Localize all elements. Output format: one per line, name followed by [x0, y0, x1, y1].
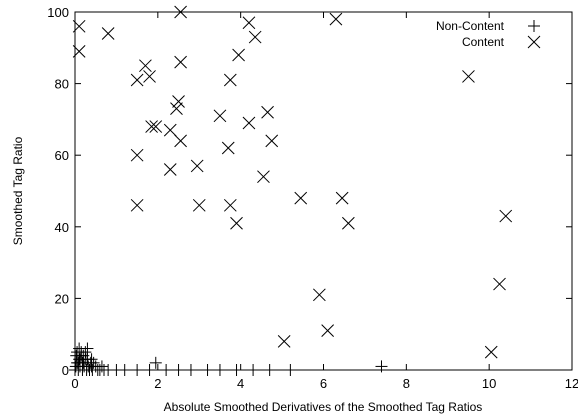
- data-point-non-content: [201, 364, 214, 376]
- data-point-non-content: [213, 364, 226, 376]
- data-point-non-content: [70, 349, 83, 362]
- plot-area-frame: [74, 11, 573, 371]
- y-tick-label: 20: [55, 291, 69, 306]
- data-point-content: [232, 48, 245, 62]
- data-point-non-content: [143, 364, 156, 376]
- data-point-content: [221, 141, 235, 155]
- data-point-content: [172, 95, 185, 108]
- data-point-content: [321, 324, 334, 337]
- legend-label-non-content: Non-Content: [436, 19, 505, 33]
- legend-cross-marker: [527, 35, 541, 49]
- data-point-content: [143, 70, 156, 83]
- data-point-content: [192, 198, 206, 212]
- legend-marker-non-content: [528, 20, 540, 32]
- data-point-content: [145, 120, 158, 133]
- y-tick-label: 40: [55, 220, 69, 235]
- data-point-content: [294, 191, 308, 205]
- data-point-non-content: [149, 356, 162, 369]
- y-tick-label: 100: [47, 5, 69, 20]
- data-point-content: [230, 216, 243, 230]
- y-axis-title: Smoothed Tag Ratio: [11, 136, 25, 245]
- data-point-content: [462, 70, 475, 83]
- x-tick-label: 2: [154, 376, 161, 391]
- x-tick-label: 4: [237, 376, 244, 391]
- data-point-content: [130, 73, 144, 87]
- data-point-content: [329, 12, 343, 26]
- data-point-content: [242, 116, 256, 130]
- legend-marker-content: [527, 35, 541, 49]
- axis-tick-labels: 0 2 4 6 8 10 12 0 20 40 60 80 100: [47, 5, 578, 391]
- data-point-content: [242, 16, 256, 30]
- data-point-content: [130, 148, 144, 162]
- data-point-non-content: [79, 353, 92, 366]
- data-point-content: [493, 277, 506, 291]
- data-points: [69, 5, 513, 376]
- data-point-non-content: [247, 364, 260, 376]
- x-axis-title: Absolute Smoothed Derivatives of the Smo…: [164, 400, 483, 414]
- data-point-non-content: [284, 364, 297, 376]
- data-point-content: [335, 191, 349, 205]
- data-point-content: [101, 27, 115, 40]
- data-point-content: [248, 30, 262, 44]
- data-point-content: [149, 120, 163, 133]
- data-point-non-content: [230, 364, 243, 376]
- data-point-non-content: [81, 342, 94, 355]
- data-point-content: [257, 170, 270, 184]
- data-point-non-content: [375, 360, 388, 373]
- data-point-content: [213, 109, 227, 123]
- data-point-content: [265, 134, 279, 148]
- legend-plus-marker: [528, 20, 540, 32]
- data-point-content: [223, 198, 237, 212]
- data-point-non-content: [263, 364, 276, 376]
- data-point-content: [499, 209, 513, 223]
- data-point-content: [174, 134, 187, 148]
- data-point-content: [313, 288, 326, 302]
- x-tick-label: 6: [320, 376, 327, 391]
- data-point-content: [72, 45, 86, 58]
- y-tick-label: 0: [62, 363, 69, 378]
- data-point-content: [163, 123, 177, 137]
- x-tick-label: 0: [71, 376, 78, 391]
- data-point-non-content: [172, 364, 185, 376]
- data-point-content: [484, 345, 498, 359]
- legend: Non-Content Content: [436, 19, 541, 49]
- data-point-content: [341, 216, 355, 230]
- data-point-content: [223, 73, 237, 87]
- data-point-non-content: [160, 364, 173, 376]
- data-point-content: [174, 5, 187, 19]
- x-tick-label: 12: [565, 376, 578, 391]
- data-point-content: [72, 19, 86, 33]
- data-point-non-content: [184, 364, 197, 376]
- data-point-content: [190, 159, 204, 173]
- data-point-content: [130, 198, 144, 212]
- data-point-content: [163, 163, 177, 176]
- data-point-non-content: [131, 364, 144, 376]
- data-point-content: [277, 335, 291, 348]
- y-tick-label: 60: [55, 148, 69, 163]
- data-point-content: [139, 59, 152, 73]
- axis-ticks: [74, 11, 573, 371]
- data-point-non-content: [118, 364, 131, 376]
- x-tick-label: 10: [482, 376, 496, 391]
- data-point-content: [170, 102, 183, 116]
- legend-label-content: Content: [462, 35, 505, 49]
- x-tick-label: 8: [403, 376, 410, 391]
- y-tick-label: 80: [55, 77, 69, 92]
- data-point-content: [174, 55, 187, 69]
- data-point-content: [261, 105, 274, 119]
